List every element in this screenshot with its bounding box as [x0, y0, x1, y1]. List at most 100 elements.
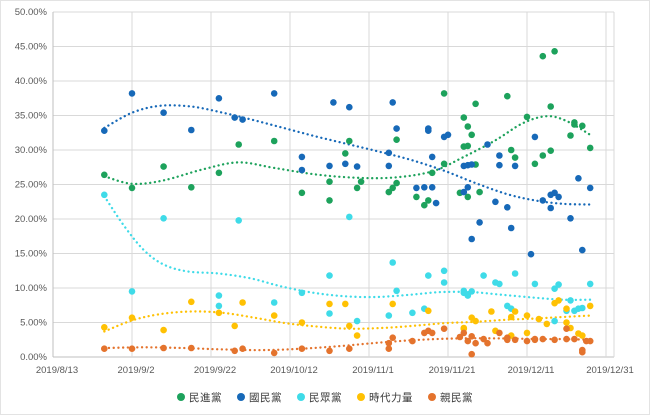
data-point-npp — [425, 307, 432, 315]
data-point-npp — [523, 312, 531, 319]
data-point-pfp — [385, 339, 393, 347]
y-axis-tick-label: 30.00% — [15, 145, 48, 156]
x-axis-tick-label: 2019/8/13 — [36, 365, 78, 376]
data-point-tpp — [215, 292, 223, 299]
data-point-tpp — [385, 312, 393, 319]
data-point-pfp — [389, 334, 397, 342]
data-point-dpp — [539, 152, 547, 159]
data-point-tpp — [128, 288, 136, 295]
data-point-tpp — [353, 317, 361, 325]
data-point-dpp — [460, 114, 468, 121]
data-point-npp — [460, 324, 468, 332]
data-point-tpp — [468, 288, 476, 295]
y-axis-tick-label: 20.00% — [15, 214, 48, 225]
data-point-tpp — [496, 280, 503, 288]
data-point-kmt — [575, 175, 582, 182]
data-point-npp — [555, 297, 562, 304]
data-point-pfp — [563, 335, 570, 343]
data-point-npp — [563, 319, 570, 326]
data-point-dpp — [385, 188, 393, 196]
data-point-dpp — [464, 142, 472, 150]
data-point-pfp — [484, 339, 491, 347]
data-point-kmt — [586, 184, 594, 192]
x-axis-tick-label: 2019/12/11 — [508, 365, 555, 376]
data-point-tpp — [389, 259, 397, 266]
data-point-kmt — [496, 161, 503, 169]
data-point-npp — [389, 300, 397, 308]
data-point-dpp — [531, 160, 539, 168]
data-point-dpp — [188, 184, 195, 191]
data-point-dpp — [128, 184, 136, 192]
data-point-tpp — [480, 272, 487, 279]
data-point-dpp — [579, 122, 586, 130]
data-point-kmt — [468, 235, 476, 243]
data-point-npp — [353, 332, 361, 339]
data-point-pfp — [472, 339, 479, 347]
data-point-dpp — [523, 113, 531, 121]
data-point-pfp — [480, 335, 487, 343]
data-point-npp — [511, 308, 519, 315]
data-point-kmt — [511, 162, 519, 170]
y-axis-tick-label: 25.00% — [15, 180, 48, 191]
data-point-kmt — [464, 184, 472, 191]
data-point-pfp — [523, 337, 531, 345]
data-point-kmt — [468, 161, 476, 168]
data-point-dpp — [464, 123, 472, 130]
data-point-pfp — [579, 348, 586, 356]
data-point-dpp — [547, 147, 554, 154]
data-point-kmt — [393, 125, 400, 132]
data-point-kmt — [507, 224, 515, 232]
data-point-tpp — [425, 272, 432, 279]
data-point-kmt — [231, 114, 238, 121]
data-point-tpp — [464, 292, 472, 299]
data-point-dpp — [421, 201, 428, 209]
data-point-tpp — [101, 191, 108, 199]
data-point-pfp — [468, 333, 476, 340]
legend-marker-dpp — [177, 393, 185, 401]
data-point-dpp — [586, 144, 594, 152]
legend-label-kmt: 國民黨 — [249, 391, 282, 404]
data-point-dpp — [425, 197, 432, 204]
data-point-npp — [342, 300, 349, 308]
legend-item-dpp: 民進黨 — [177, 390, 222, 405]
data-point-tpp — [440, 279, 448, 286]
data-point-npp — [231, 322, 238, 330]
data-point-kmt — [476, 219, 483, 226]
x-axis-tick-label: 2019/9/22 — [194, 365, 236, 376]
data-point-npp — [507, 313, 515, 321]
data-point-npp — [346, 322, 353, 330]
data-point-tpp — [270, 299, 278, 306]
data-point-pfp — [468, 350, 476, 358]
data-point-pfp — [571, 335, 578, 343]
data-point-kmt — [385, 162, 393, 170]
data-point-npp — [160, 326, 167, 334]
y-axis-tick-label: 50.00% — [15, 7, 48, 18]
data-point-pfp — [496, 329, 503, 337]
data-point-kmt — [579, 246, 586, 254]
data-point-tpp — [326, 310, 333, 317]
data-point-kmt — [128, 90, 136, 97]
data-point-npp — [563, 305, 570, 313]
data-point-kmt — [504, 204, 511, 211]
y-axis-tick-label: 35.00% — [15, 111, 48, 122]
data-point-kmt — [101, 127, 108, 134]
legend-label-pfp: 親民黨 — [440, 391, 473, 404]
data-point-dpp — [235, 141, 242, 148]
data-point-kmt — [326, 162, 333, 170]
data-point-kmt — [567, 215, 574, 222]
data-point-pfp — [231, 347, 238, 355]
data-point-pfp — [456, 333, 464, 341]
data-point-tpp — [235, 217, 242, 224]
data-point-kmt — [428, 184, 436, 191]
data-point-kmt — [342, 160, 349, 168]
data-point-tpp — [215, 302, 223, 310]
data-point-kmt — [527, 250, 535, 258]
data-point-dpp — [468, 131, 476, 139]
data-point-kmt — [270, 90, 278, 97]
legend-item-kmt: 國民黨 — [237, 390, 282, 405]
legend-marker-tpp — [297, 393, 305, 401]
y-axis-tick-label: 15.00% — [15, 249, 48, 260]
data-point-dpp — [326, 178, 333, 185]
legend-item-npp: 時代力量 — [357, 390, 413, 405]
